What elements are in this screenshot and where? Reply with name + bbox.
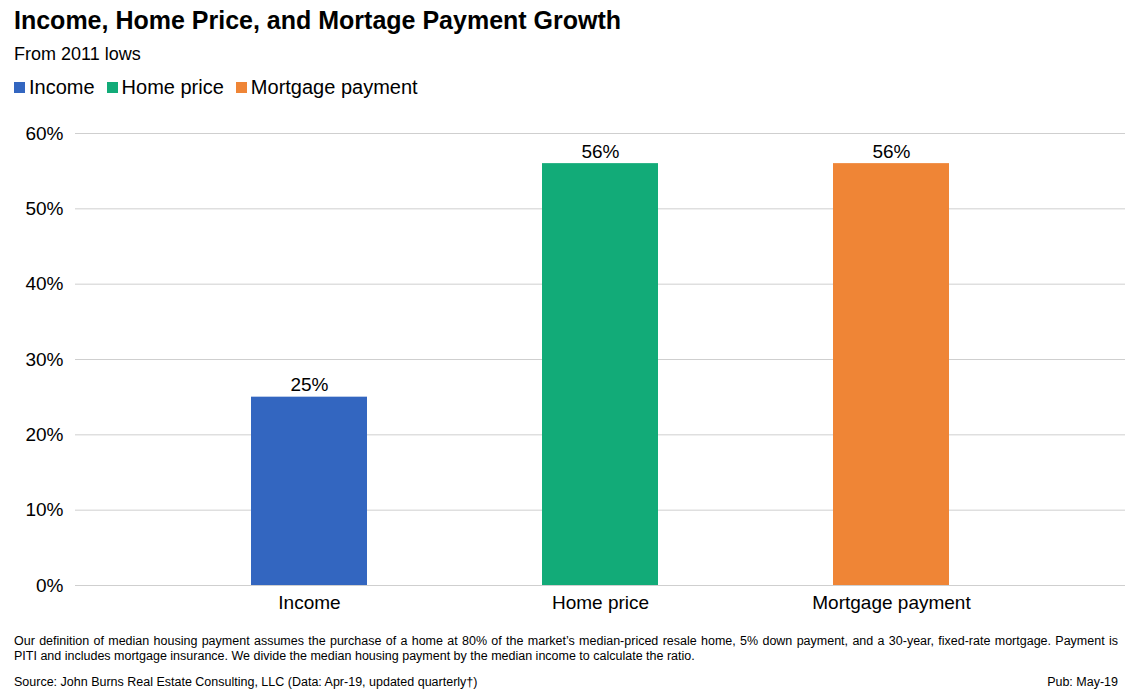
svg-text:56%: 56%	[872, 141, 910, 162]
svg-text:56%: 56%	[581, 141, 619, 162]
svg-text:10%: 10%	[25, 499, 63, 520]
svg-text:Income: Income	[278, 592, 340, 613]
html-text:Mortgage payment: Mortgage payment	[250, 76, 418, 98]
svg-text:Home price: Home price	[552, 592, 649, 613]
svg-text:50%: 50%	[25, 198, 63, 219]
html-text:From 2011 lows: From 2011 lows	[14, 44, 141, 64]
html-text:Income: Income	[29, 76, 95, 98]
html-text:Our definition of median housi: Our definition of median housing payment…	[14, 634, 1118, 663]
svg-text:Mortgage payment: Mortgage payment	[812, 592, 971, 613]
svg-text:25%: 25%	[290, 374, 328, 395]
html-text:Source: John Burns Real Estate: Source: John Burns Real Estate Consultin…	[14, 675, 478, 689]
svg-text:40%: 40%	[25, 273, 63, 294]
svg-text:20%: 20%	[25, 424, 63, 445]
svg-text:30%: 30%	[25, 349, 63, 370]
svg-text:60%: 60%	[25, 123, 63, 144]
html-text:Income, Home Price, and Mortag: Income, Home Price, and Mortage Payment …	[14, 6, 622, 34]
html-text:Pub: May-19: Pub: May-19	[1047, 675, 1118, 689]
svg-text:0%: 0%	[36, 575, 64, 596]
html-text:Home price: Home price	[121, 76, 224, 98]
